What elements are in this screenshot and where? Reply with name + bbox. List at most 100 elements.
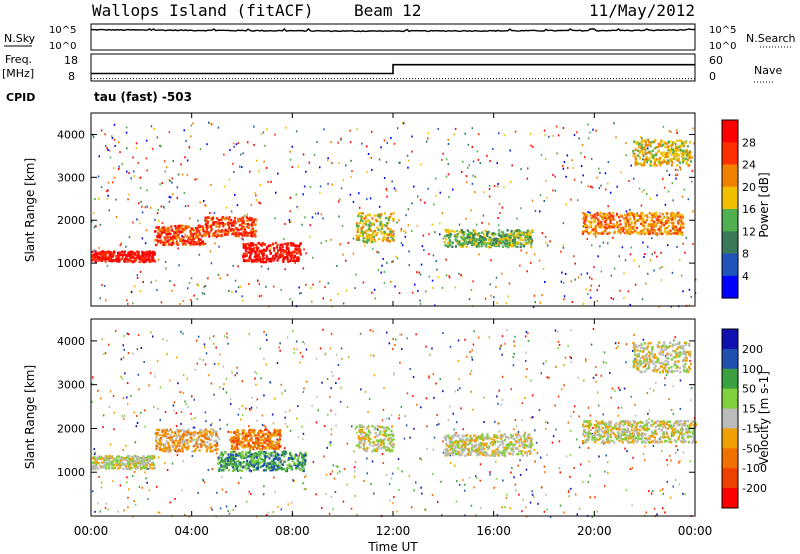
echo-cell	[164, 449, 167, 452]
echo-cell	[181, 239, 184, 242]
scatter-cell	[664, 384, 666, 387]
scatter-cell	[488, 188, 491, 191]
echo-cell	[605, 213, 608, 216]
echo-cell	[471, 239, 474, 243]
echo-cell	[270, 257, 273, 260]
echo-cell	[232, 221, 235, 224]
scatter-cell	[648, 490, 650, 493]
echo-cell	[247, 451, 250, 454]
echo-cell	[644, 152, 647, 156]
echo-cell	[601, 217, 605, 221]
scatter-cell	[350, 507, 353, 510]
scatter-cell	[349, 141, 352, 144]
scatter-cell	[582, 302, 585, 305]
echo-cell	[130, 462, 133, 465]
scatter-cell	[300, 292, 303, 294]
scatter-cell	[207, 277, 209, 280]
echo-cell	[158, 434, 161, 437]
scatter-cell	[521, 510, 523, 513]
scatter-cell	[98, 475, 100, 478]
scatter-cell	[321, 381, 323, 384]
echo-cell	[358, 234, 361, 238]
echo-cell	[650, 219, 653, 223]
echo-cell	[154, 238, 157, 242]
scatter-cell	[169, 379, 171, 382]
scatter-cell	[607, 461, 609, 464]
scatter-cell	[190, 124, 193, 127]
echo-cell	[662, 216, 665, 220]
scatter-cell	[684, 251, 686, 254]
echo-cell	[248, 248, 252, 251]
echo-cell	[198, 435, 201, 438]
scatter-cell	[393, 496, 395, 498]
scatter-cell	[291, 145, 293, 148]
scatter-cell	[100, 186, 103, 189]
echo-cell	[485, 242, 488, 245]
scatter-cell	[397, 467, 399, 470]
scatter-cell	[98, 197, 100, 200]
echo-cell	[181, 440, 184, 443]
scatter-cell	[580, 273, 583, 276]
echo-cell	[116, 256, 120, 259]
scatter-cell	[493, 185, 496, 187]
echo-cell	[104, 458, 107, 461]
scatter-cell	[404, 235, 407, 238]
echo-cell	[362, 222, 365, 225]
scatter-cell	[435, 177, 437, 180]
scatter-cell	[439, 191, 441, 194]
scatter-cell	[232, 142, 235, 145]
echo-cell	[151, 461, 155, 465]
echo-cell	[244, 243, 247, 246]
echo-cell	[385, 224, 388, 228]
echo-cell	[218, 234, 221, 238]
colorbar-tick-label: 20	[742, 181, 756, 194]
scatter-cell	[182, 392, 185, 394]
nave-label: Nave	[754, 64, 782, 77]
echo-cell	[183, 433, 186, 436]
scatter-cell	[543, 510, 546, 513]
scatter-cell	[347, 241, 350, 244]
scatter-cell	[457, 389, 459, 391]
echo-cell	[131, 254, 134, 257]
scatter-cell	[128, 193, 130, 196]
echo-cell	[671, 215, 674, 219]
scatter-cell	[216, 236, 218, 239]
scatter-cell	[389, 499, 391, 502]
echo-cell	[210, 438, 213, 442]
scatter-cell	[374, 297, 376, 300]
scatter-cell	[385, 161, 388, 164]
scatter-cell	[150, 281, 153, 284]
scatter-cell	[173, 409, 175, 412]
echo-cell	[175, 437, 178, 440]
scatter-cell	[677, 448, 679, 451]
scatter-cell	[578, 415, 580, 418]
echo-cell	[232, 453, 235, 457]
scatter-cell	[260, 132, 263, 135]
scatter-cell	[372, 330, 374, 333]
scatter-cell	[114, 145, 116, 147]
scatter-cell	[366, 198, 368, 201]
echo-cell	[285, 250, 288, 253]
echo-cell	[249, 254, 252, 257]
echo-cell	[203, 435, 206, 438]
scatter-cell	[382, 408, 385, 411]
echo-cell	[681, 153, 684, 157]
scatter-cell	[570, 198, 572, 201]
scatter-cell	[556, 330, 559, 333]
echo-cell	[97, 255, 100, 258]
echo-cell	[250, 234, 253, 237]
echo-cell	[373, 214, 376, 217]
scatter-cell	[455, 500, 458, 503]
echo-cell	[257, 451, 260, 454]
echo-cell	[137, 256, 141, 259]
echo-cell	[530, 238, 533, 241]
scatter-cell	[538, 409, 541, 412]
scatter-cell	[527, 339, 530, 342]
scatter-cell	[327, 413, 329, 416]
echo-cell	[215, 222, 218, 225]
echo-cell	[507, 237, 510, 241]
freq-panel-frame	[90, 53, 696, 82]
scatter-cell	[577, 276, 580, 279]
scatter-cell	[462, 160, 464, 163]
echo-cell	[296, 465, 299, 468]
